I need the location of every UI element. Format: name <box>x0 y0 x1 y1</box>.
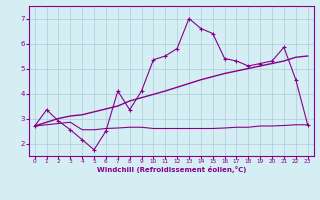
X-axis label: Windchill (Refroidissement éolien,°C): Windchill (Refroidissement éolien,°C) <box>97 166 246 173</box>
